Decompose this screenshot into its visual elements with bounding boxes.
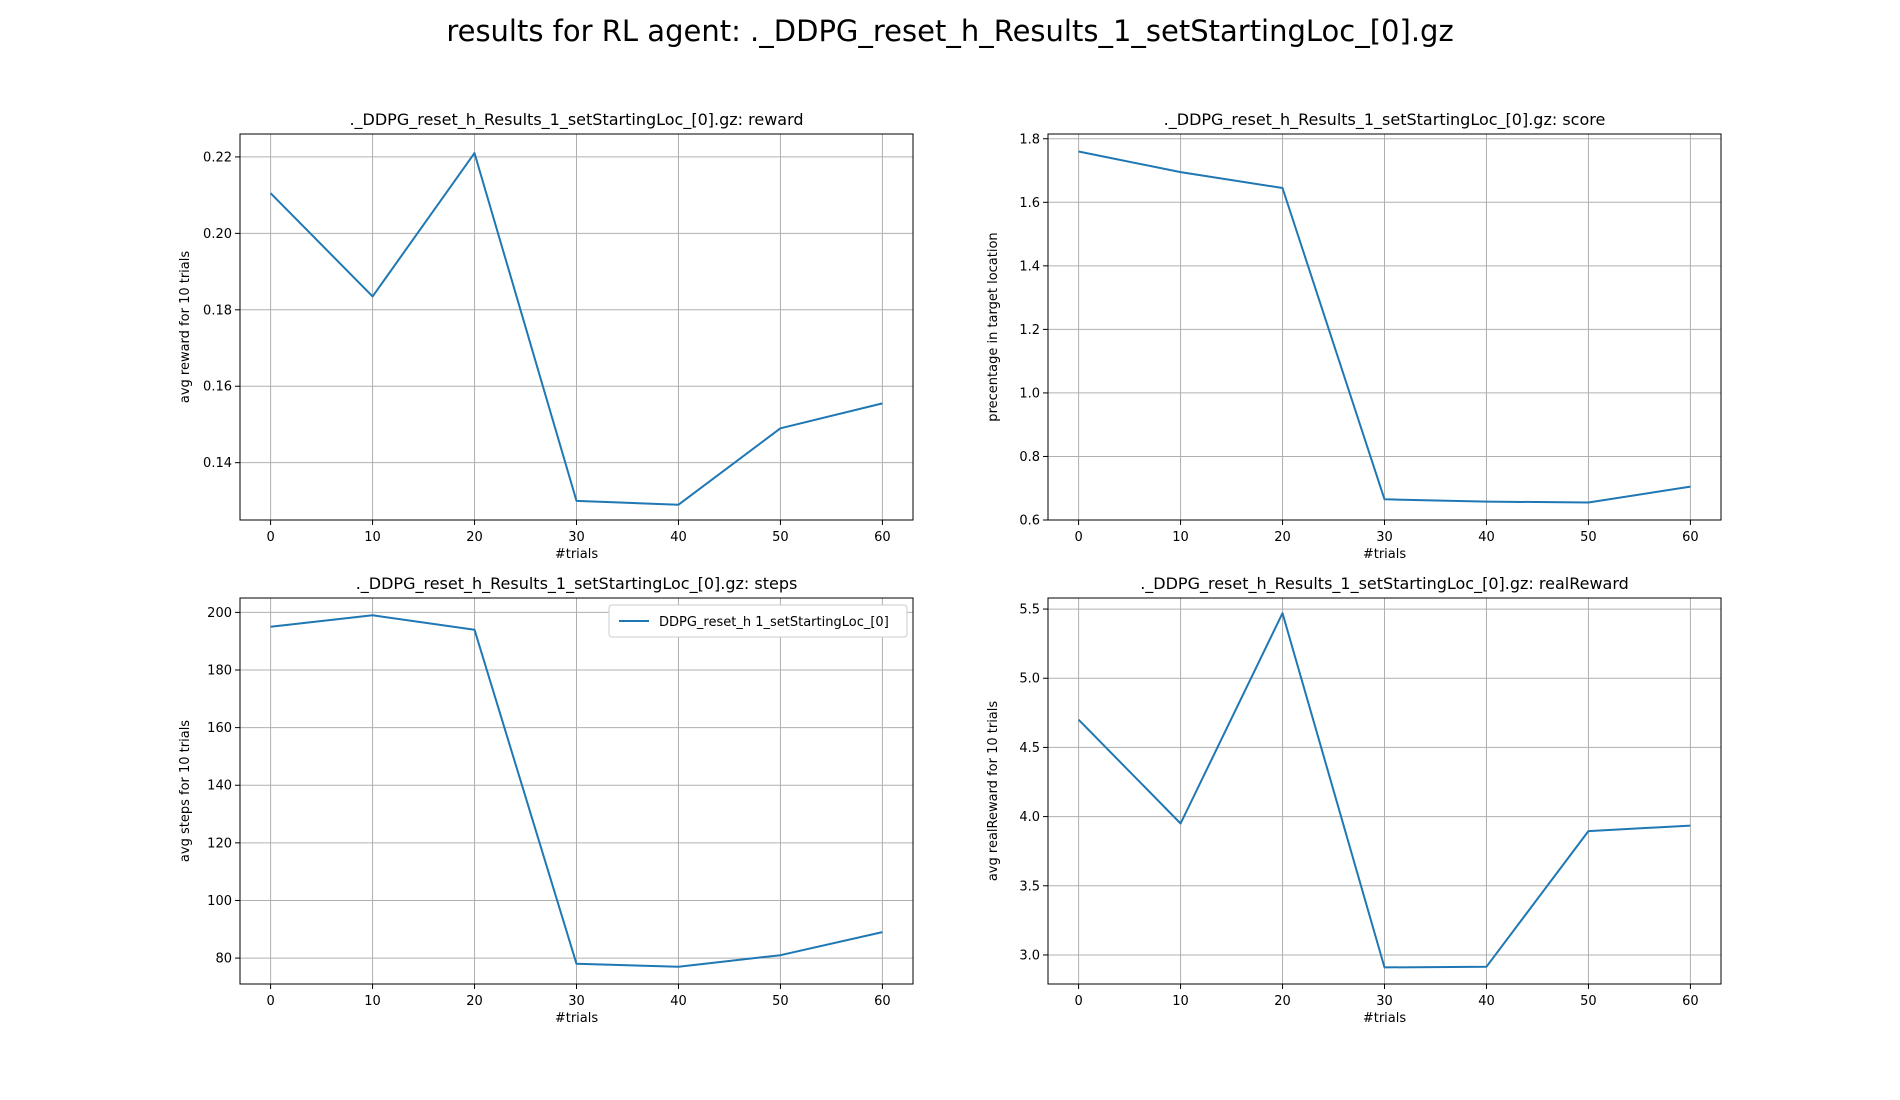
x-tick-label: 30 [1376, 530, 1393, 545]
y-tick-label: 100 [207, 894, 232, 909]
legend: DDPG_reset_h 1_setStartingLoc_[0] [608, 604, 908, 638]
x-tick-label: 20 [1274, 530, 1291, 545]
y-tick-label: 0.6 [1019, 514, 1040, 529]
x-tick-label: 10 [1172, 530, 1189, 545]
subplot-title: ._DDPG_reset_h_Results_1_setStartingLoc_… [356, 574, 798, 594]
y-axis-label: avg reward for 10 trials [178, 251, 193, 404]
x-tick-label: 60 [874, 530, 891, 545]
x-tick-label: 20 [1274, 994, 1291, 1009]
x-tick-label: 50 [772, 530, 789, 545]
y-tick-label: 0.8 [1019, 450, 1040, 465]
x-tick-label: 10 [364, 530, 381, 545]
x-tick-label: 40 [670, 994, 687, 1009]
y-tick-label: 0.16 [203, 380, 232, 395]
y-axis-label: precentage in target location [986, 232, 1001, 421]
y-tick-label: 5.0 [1019, 672, 1040, 687]
x-tick-label: 20 [466, 530, 483, 545]
y-tick-label: 140 [207, 779, 232, 794]
x-tick-label: 0 [1074, 994, 1082, 1009]
y-tick-label: 180 [207, 664, 232, 679]
legend-label: DDPG_reset_h 1_setStartingLoc_[0] [659, 615, 889, 630]
x-axis-label: #trials [555, 1011, 599, 1026]
x-tick-label: 10 [1172, 994, 1189, 1009]
x-axis-label: #trials [1363, 547, 1407, 562]
subplot-2: 0 10 20 30 40 50 60 0.6 0.8 1.0 1.2 1.4 1.6 1.8 ._DDPG… [986, 110, 1722, 562]
x-tick-label: 20 [466, 994, 483, 1009]
x-tick-label: 50 [1580, 530, 1597, 545]
series-line [1077, 612, 1691, 969]
subplot-4: 0 10 20 30 40 50 60 3.0 3.5 4.0 4.5 5.0 5.5 ._DDPG_re… [986, 574, 1722, 1026]
y-tick-label: 1.0 [1019, 386, 1040, 401]
subplot-title: ._DDPG_reset_h_Results_1_setStartingLoc_… [1164, 110, 1606, 130]
y-tick-label: 4.5 [1019, 741, 1040, 756]
x-tick-label: 30 [568, 530, 585, 545]
y-tick-label: 3.0 [1019, 948, 1040, 963]
x-tick-label: 40 [1478, 994, 1495, 1009]
y-tick-label: 0.18 [203, 303, 232, 318]
x-tick-label: 60 [874, 994, 891, 1009]
x-tick-label: 10 [364, 994, 381, 1009]
subplot-title: ._DDPG_reset_h_Results_1_setStartingLoc_… [349, 110, 803, 130]
series-line [270, 614, 883, 968]
x-axis-label: #trials [1363, 1011, 1407, 1026]
subplot-title: ._DDPG_reset_h_Results_1_setStartingLoc_… [1140, 574, 1629, 594]
legend-box [608, 604, 908, 638]
y-tick-label: 1.2 [1019, 323, 1040, 338]
y-axis-label: avg realReward for 10 trials [986, 701, 1001, 882]
y-tick-label: 0.22 [203, 150, 232, 165]
y-tick-label: 0.20 [203, 227, 232, 242]
x-axis-label: #trials [555, 547, 599, 562]
x-tick-label: 50 [772, 994, 789, 1009]
y-tick-label: 80 [215, 952, 232, 967]
series-line [269, 152, 883, 506]
y-tick-label: 1.6 [1019, 196, 1040, 211]
y-tick-label: 3.5 [1019, 879, 1040, 894]
y-tick-label: 1.8 [1019, 132, 1040, 147]
x-tick-label: 0 [266, 530, 274, 545]
x-tick-label: 40 [670, 530, 687, 545]
y-tick-label: 4.0 [1019, 810, 1040, 825]
y-tick-label: 160 [207, 721, 232, 736]
x-tick-label: 40 [1478, 530, 1495, 545]
x-tick-label: 50 [1580, 994, 1597, 1009]
figure-title: results for RL agent: ._DDPG_reset_h_Res… [446, 14, 1454, 48]
y-axis-label: avg steps for 10 trials [178, 720, 193, 862]
y-tick-label: 0.14 [203, 456, 232, 471]
series-line [1078, 150, 1691, 504]
x-tick-label: 30 [1376, 994, 1393, 1009]
x-tick-label: 0 [1074, 530, 1082, 545]
subplot-3: 0 10 20 30 40 50 60 80 100 120 140 160 180 200 ._DDPG_… [178, 574, 914, 1026]
x-tick-label: 30 [568, 994, 585, 1009]
subplot-1: 0 10 20 30 40 50 60 0.14 0.16 0.18 0.20 0.22 ._DDPG_… [178, 110, 914, 562]
y-tick-label: 120 [207, 836, 232, 851]
x-tick-label: 60 [1682, 994, 1699, 1009]
x-tick-label: 0 [266, 994, 274, 1009]
y-tick-label: 5.5 [1019, 603, 1040, 618]
x-tick-label: 60 [1682, 530, 1699, 545]
y-tick-label: 200 [207, 606, 232, 621]
y-tick-label: 1.4 [1019, 259, 1040, 274]
